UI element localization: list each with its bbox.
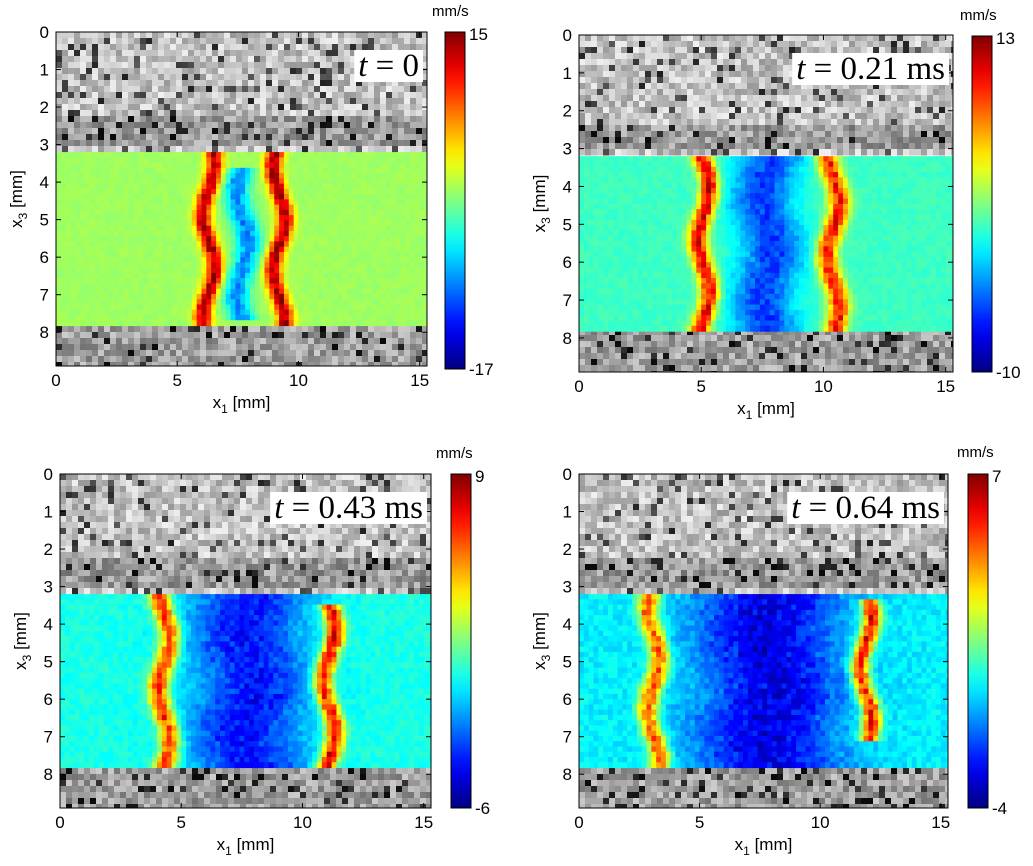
x-tick-label: 5 xyxy=(173,371,182,390)
colorbar-unit-label: mm/s xyxy=(432,3,469,20)
y-tick-label: 0 xyxy=(44,465,53,484)
colorbar-unit-label: mm/s xyxy=(436,445,473,462)
x-axis-label: x1 [mm] xyxy=(735,835,793,858)
x-tick-label: 10 xyxy=(289,371,308,390)
heatmap-image xyxy=(56,32,427,366)
y-tick-label: 1 xyxy=(40,61,49,80)
y-tick-label: 2 xyxy=(563,540,572,559)
y-axis-label: x3 [mm] xyxy=(7,170,30,228)
y-tick-label: 8 xyxy=(44,765,53,784)
y-tick-label: 3 xyxy=(563,140,572,159)
time-annotation: t = 0.21 ms xyxy=(792,51,949,87)
y-tick-label: 7 xyxy=(44,728,53,747)
y-axis-label: x3 [mm] xyxy=(530,175,553,233)
x-axis-label: x1 [mm] xyxy=(213,393,271,416)
x-tick-label: 15 xyxy=(931,813,950,832)
time-annotation: t = 0.64 ms xyxy=(787,490,944,526)
y-tick-label: 5 xyxy=(40,211,49,230)
x-axis-label: x1 [mm] xyxy=(737,399,795,422)
axes-frame xyxy=(59,473,432,809)
time-annotation: t = 0.43 ms xyxy=(270,490,427,526)
x-tick-label: 5 xyxy=(695,813,704,832)
panel-1: 0 5 10 15 0 1 2 3 4 5 6 7 8 x1 [mm] x3 [mm] t = 0 15 -17 m… xyxy=(7,3,494,416)
y-tick-label: 4 xyxy=(563,615,572,634)
y-tick-label: 4 xyxy=(563,177,572,196)
colorbar-unit-label: mm/s xyxy=(957,444,994,461)
y-tick-label: 6 xyxy=(563,253,572,272)
y-tick-label: 5 xyxy=(563,215,572,234)
x-tick-label: 15 xyxy=(414,813,433,832)
y-tick-label: 0 xyxy=(563,26,572,45)
y-axis-label: x3 [mm] xyxy=(11,612,34,670)
x-tick-label: 0 xyxy=(574,813,583,832)
colorbar xyxy=(444,31,466,370)
colorbar xyxy=(971,35,993,373)
y-tick-label: 0 xyxy=(40,23,49,42)
y-tick-label: 2 xyxy=(44,540,53,559)
colorbar xyxy=(967,473,989,809)
panel-3: 0 5 10 15 0 1 2 3 4 5 6 7 8 x1 [mm] x3 [mm] t = 0.43 ms… xyxy=(11,445,490,858)
y-axis-label: x3 [mm] xyxy=(530,612,553,670)
y-tick-label: 3 xyxy=(40,136,49,155)
y-tick-label: 3 xyxy=(563,578,572,597)
axes-frame xyxy=(578,34,954,373)
y-tick-label: 1 xyxy=(44,503,53,522)
x-tick-label: 0 xyxy=(574,377,583,396)
y-tick-label: 4 xyxy=(40,173,49,192)
y-tick-label: 6 xyxy=(44,690,53,709)
x-tick-label: 0 xyxy=(55,813,64,832)
y-tick-label: 7 xyxy=(563,728,572,747)
y-tick-label: 1 xyxy=(563,503,572,522)
colorbar-min-label: -4 xyxy=(992,799,1007,818)
x-axis-label: x1 [mm] xyxy=(217,835,275,858)
x-tick-label: 10 xyxy=(293,813,312,832)
y-tick-label: 6 xyxy=(563,690,572,709)
axes-frame xyxy=(55,31,428,367)
y-tick-label: 5 xyxy=(563,653,572,672)
y-tick-label: 7 xyxy=(40,286,49,305)
colorbar-min-label: -17 xyxy=(469,360,494,379)
y-tick-label: 6 xyxy=(40,248,49,267)
colorbar-max-label: 13 xyxy=(996,29,1015,48)
y-tick-label: 5 xyxy=(44,653,53,672)
x-tick-label: 10 xyxy=(814,377,833,396)
y-tick-label: 2 xyxy=(563,102,572,121)
y-tick-label: 3 xyxy=(44,578,53,597)
colorbar-max-label: 9 xyxy=(475,467,484,486)
y-tick-label: 0 xyxy=(563,465,572,484)
colorbar-min-label: -6 xyxy=(475,799,490,818)
x-tick-label: 5 xyxy=(696,377,705,396)
time-annotation: t = 0 xyxy=(354,48,423,84)
x-tick-label: 5 xyxy=(177,813,186,832)
y-tick-label: 4 xyxy=(44,615,53,634)
svg-text:t = 0: t = 0 xyxy=(358,48,419,84)
y-tick-label: 1 xyxy=(563,64,572,83)
x-tick-label: 0 xyxy=(51,371,60,390)
y-tick-label: 8 xyxy=(40,323,49,342)
colorbar-max-label: 7 xyxy=(992,467,1001,486)
y-tick-label: 8 xyxy=(563,765,572,784)
y-tick-label: 8 xyxy=(563,329,572,348)
colorbar-max-label: 15 xyxy=(469,25,488,44)
colorbar-min-label: -10 xyxy=(996,363,1021,382)
colorbar-unit-label: mm/s xyxy=(960,7,997,24)
y-tick-label: 2 xyxy=(40,98,49,117)
panel-2: 0 5 10 15 0 1 2 3 4 5 6 7 8 x1 [mm] x3 [mm] t = 0.21 ms… xyxy=(530,7,1021,422)
heatmap-image xyxy=(579,474,948,808)
y-tick-label: 7 xyxy=(563,291,572,310)
x-tick-label: 15 xyxy=(936,377,955,396)
axes-frame xyxy=(578,473,949,809)
colorbar xyxy=(450,473,472,809)
x-tick-label: 10 xyxy=(811,813,830,832)
x-tick-label: 15 xyxy=(410,371,429,390)
panel-4: 0 5 10 15 0 1 2 3 4 5 6 7 8 x1 [mm] x3 [mm] t = 0.64 ms… xyxy=(530,444,1007,858)
